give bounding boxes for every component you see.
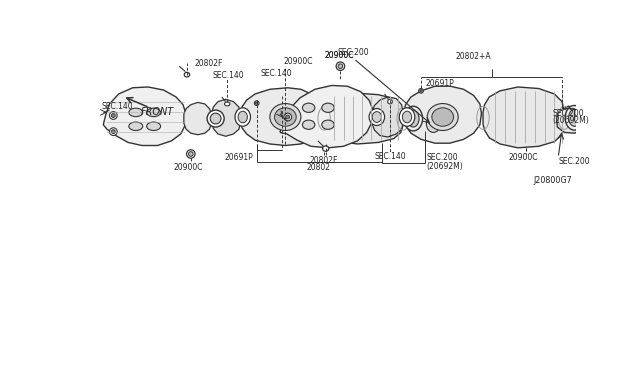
Ellipse shape — [210, 113, 221, 124]
PathPatch shape — [557, 106, 584, 133]
Text: 20802F: 20802F — [310, 155, 339, 165]
Ellipse shape — [372, 112, 381, 122]
Ellipse shape — [270, 103, 301, 131]
Ellipse shape — [189, 152, 193, 156]
Text: SEC.200: SEC.200 — [553, 109, 584, 118]
Ellipse shape — [399, 108, 415, 126]
Text: SEC.140: SEC.140 — [213, 71, 244, 80]
Ellipse shape — [235, 108, 250, 126]
Ellipse shape — [275, 108, 296, 126]
Text: 20802: 20802 — [307, 163, 331, 171]
Text: 20802+A: 20802+A — [456, 52, 492, 61]
PathPatch shape — [103, 87, 186, 145]
Ellipse shape — [187, 150, 195, 158]
Text: SEC.140: SEC.140 — [374, 152, 406, 161]
Text: SEC.200: SEC.200 — [559, 157, 591, 166]
Ellipse shape — [568, 109, 580, 126]
Ellipse shape — [255, 102, 258, 104]
Text: (20692M): (20692M) — [426, 162, 463, 171]
Text: 20900C: 20900C — [173, 163, 204, 171]
Ellipse shape — [388, 99, 392, 104]
Ellipse shape — [184, 73, 189, 77]
Ellipse shape — [404, 106, 422, 131]
Text: 20900C: 20900C — [325, 51, 355, 60]
Ellipse shape — [420, 90, 422, 92]
Ellipse shape — [109, 128, 117, 135]
Ellipse shape — [303, 103, 315, 112]
Text: FRONT: FRONT — [141, 108, 174, 118]
Text: J20800G7: J20800G7 — [533, 176, 572, 185]
Text: SEC.200: SEC.200 — [338, 48, 369, 57]
Ellipse shape — [147, 122, 161, 131]
Ellipse shape — [403, 111, 412, 123]
PathPatch shape — [483, 87, 564, 148]
Ellipse shape — [207, 110, 224, 127]
Ellipse shape — [428, 103, 458, 131]
PathPatch shape — [212, 99, 241, 136]
Ellipse shape — [129, 122, 143, 131]
PathPatch shape — [241, 88, 322, 145]
PathPatch shape — [372, 97, 403, 137]
Ellipse shape — [109, 112, 117, 119]
Text: SEC.200: SEC.200 — [426, 153, 458, 162]
Text: SEC.140: SEC.140 — [102, 102, 133, 111]
Ellipse shape — [432, 108, 454, 126]
Ellipse shape — [322, 120, 334, 129]
Ellipse shape — [111, 113, 115, 118]
Text: SEC.140: SEC.140 — [260, 68, 292, 78]
Ellipse shape — [238, 111, 248, 123]
PathPatch shape — [324, 93, 403, 144]
Ellipse shape — [303, 120, 315, 129]
PathPatch shape — [184, 102, 212, 135]
Ellipse shape — [254, 101, 259, 106]
Ellipse shape — [286, 115, 290, 119]
Text: 20900C: 20900C — [284, 57, 314, 66]
PathPatch shape — [422, 106, 459, 140]
Ellipse shape — [408, 110, 419, 127]
PathPatch shape — [280, 86, 373, 148]
Ellipse shape — [129, 108, 143, 117]
Text: 20691P: 20691P — [225, 153, 253, 161]
Text: 20802F: 20802F — [195, 59, 223, 68]
Ellipse shape — [322, 103, 334, 112]
Ellipse shape — [565, 106, 584, 130]
Ellipse shape — [284, 113, 292, 121]
Ellipse shape — [369, 109, 385, 125]
Ellipse shape — [426, 115, 440, 132]
Ellipse shape — [338, 64, 343, 68]
Text: 20900C: 20900C — [325, 51, 355, 60]
Ellipse shape — [323, 146, 329, 151]
Ellipse shape — [111, 130, 115, 134]
Text: (20692M): (20692M) — [553, 116, 589, 125]
Ellipse shape — [336, 62, 345, 70]
PathPatch shape — [404, 86, 481, 143]
Ellipse shape — [147, 108, 161, 117]
Ellipse shape — [419, 89, 423, 93]
Text: 20691P: 20691P — [426, 78, 455, 88]
Text: 20900C: 20900C — [509, 153, 538, 161]
Ellipse shape — [225, 102, 230, 106]
